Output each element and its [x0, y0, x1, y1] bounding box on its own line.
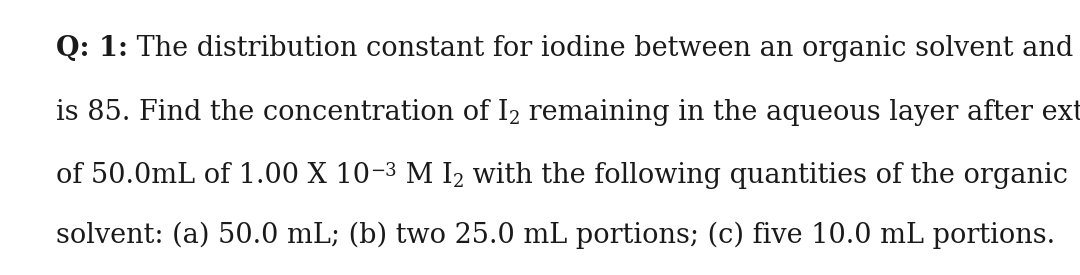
- Text: 2: 2: [509, 110, 521, 128]
- Text: is 85. Find the concentration of I: is 85. Find the concentration of I: [56, 99, 509, 126]
- Text: −3: −3: [370, 162, 396, 180]
- Text: M I: M I: [396, 162, 453, 189]
- Text: Q: 1:: Q: 1:: [56, 35, 129, 62]
- Text: 2: 2: [453, 173, 464, 191]
- Text: The distribution constant for iodine between an organic solvent and H: The distribution constant for iodine bet…: [129, 35, 1080, 62]
- Text: remaining in the aqueous layer after extraction: remaining in the aqueous layer after ext…: [521, 99, 1080, 126]
- Text: solvent: (a) 50.0 mL; (b) two 25.0 mL portions; (c) five 10.0 mL portions.: solvent: (a) 50.0 mL; (b) two 25.0 mL po…: [56, 222, 1055, 249]
- Text: with the following quantities of the organic: with the following quantities of the org…: [464, 162, 1068, 189]
- Text: of 50.0mL of 1.00 X 10: of 50.0mL of 1.00 X 10: [56, 162, 370, 189]
